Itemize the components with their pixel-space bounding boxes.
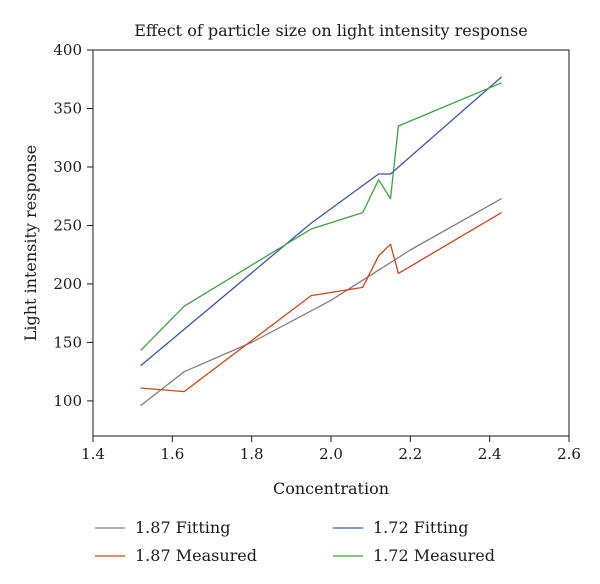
legend-label-1-72-measured: 1.72 Measured [373, 546, 495, 565]
legend-label-1-72-fitting: 1.72 Fitting [373, 518, 468, 537]
x-tick-label: 1.4 [81, 445, 105, 463]
legend: 1.87 Fitting 1.72 Fitting 1.87 Measured 1.7… [95, 518, 495, 565]
x-tick-label: 1.6 [160, 445, 184, 463]
x-tick-label: 2.4 [478, 445, 502, 463]
y-tick-label: 100 [53, 392, 82, 410]
legend-label-1-87-measured: 1.87 Measured [135, 546, 257, 565]
series-line-1-87-measured [140, 212, 502, 393]
series-lines [140, 76, 503, 407]
x-tick-label: 2.0 [319, 445, 343, 463]
y-tick-label: 300 [53, 158, 82, 176]
x-tick-label: 2.6 [557, 445, 581, 463]
series-line-1-87-fitting [140, 198, 502, 407]
legend-label-1-87-fitting: 1.87 Fitting [135, 518, 230, 537]
y-tick-label: 150 [53, 333, 82, 351]
x-tick-label: 1.8 [240, 445, 264, 463]
y-axis-label: Light intensity response [21, 145, 40, 342]
y-axis-ticks: 100 150 200 250 300 350 400 [53, 41, 93, 410]
x-axis-label: Concentration [273, 479, 389, 498]
chart-title: Effect of particle size on light intensi… [134, 21, 528, 40]
y-tick-label: 400 [53, 41, 82, 59]
x-tick-label: 2.2 [398, 445, 422, 463]
series-line-1-72-fitting [140, 76, 503, 367]
series-line-1-72-measured [140, 82, 502, 352]
y-tick-label: 200 [53, 275, 82, 293]
axes [92, 49, 570, 437]
y-tick-label: 250 [53, 216, 82, 234]
x-axis-ticks: 1.4 1.6 1.8 2.0 2.2 2.4 2.6 [81, 436, 581, 463]
plot-frame [92, 49, 570, 437]
y-tick-label: 350 [53, 99, 82, 117]
